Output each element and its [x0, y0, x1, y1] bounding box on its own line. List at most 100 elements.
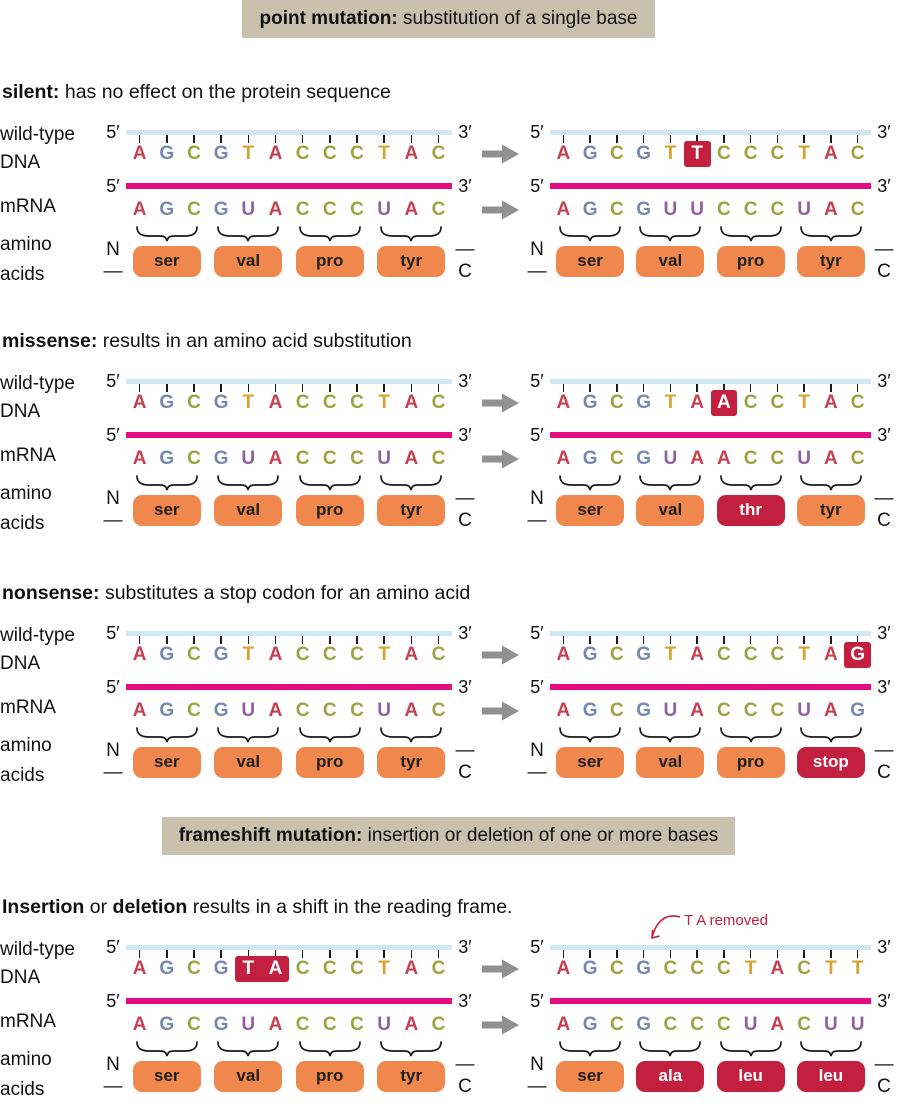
c-terminus-label: —C — [455, 740, 475, 783]
dna-base: T — [744, 958, 757, 979]
codon-brace-icon — [298, 726, 361, 744]
brace-slot — [630, 474, 710, 492]
amino-pill: ser — [556, 746, 625, 778]
amino-label-line1: amino — [0, 735, 52, 756]
strand-tick — [383, 134, 385, 143]
strand-tick — [642, 383, 645, 392]
mutant-amino-pill: ala — [636, 1060, 705, 1092]
strand-tick — [723, 383, 725, 392]
pill-slot: tyr — [371, 494, 453, 526]
dna-base: T — [242, 644, 255, 665]
mutation-highlight: A — [710, 390, 738, 416]
strand-tick — [589, 949, 591, 958]
amino-pill: ser — [556, 245, 625, 277]
codon-brace-icon — [135, 225, 198, 243]
three-prime-label: 3′ — [458, 936, 472, 957]
c-terminus-label: —C — [874, 1054, 894, 1097]
brace-slot — [126, 1040, 208, 1058]
strand-tick — [220, 383, 222, 392]
mrna-base: C — [850, 448, 865, 469]
mrna-strand — [550, 998, 871, 1004]
dna-strand-row: 5′ 3′ — [100, 622, 478, 644]
mrna-base: G — [159, 448, 175, 469]
brace-slot — [208, 726, 290, 744]
dna-base: G — [213, 644, 229, 665]
mrna-base: U — [241, 1014, 256, 1035]
dna-base: T — [664, 392, 677, 413]
wildtype-label: wild-type — [0, 939, 75, 960]
strand-tick — [776, 134, 779, 143]
five-prime-label: 5′ — [106, 622, 120, 643]
mrna-base: U — [241, 448, 256, 469]
wildtype-panel: 5′ 3′ A G C G T A C C C T A C 5′ 3′ A G C G U A C C C U A C N— ser val… — [100, 936, 478, 1098]
mutation-section-2: nonsense: substitutes a stop codon for a… — [0, 581, 897, 786]
dna-base: G — [213, 958, 229, 979]
codon-brace-icon — [217, 1040, 280, 1058]
mrna-base: A — [717, 448, 731, 469]
strand-tick — [329, 134, 331, 143]
strand-tick — [410, 383, 412, 392]
pill-slot: pro — [289, 1060, 371, 1092]
strand-tick — [301, 134, 304, 143]
dna-base: C — [717, 143, 731, 164]
dna-base: G — [636, 392, 652, 413]
banner-title-bold: point mutation: — [259, 8, 398, 29]
strand-tick — [301, 949, 304, 958]
banner-title-bold: frameshift mutation: — [178, 825, 363, 846]
brace-slot — [791, 1040, 871, 1058]
mrna-base: A — [690, 700, 704, 721]
brace-slot — [289, 1040, 371, 1058]
amino-pill: tyr — [796, 245, 865, 277]
dna-base: A — [690, 392, 704, 413]
five-prime-label: 5′ — [530, 622, 544, 643]
dna-base: C — [770, 143, 785, 164]
mrna-strand — [126, 183, 452, 189]
banner-title-rest: substitution of a single base — [397, 8, 638, 29]
codon-brace-icon — [639, 225, 702, 243]
strand-tick — [220, 949, 222, 958]
right-arrow-icon — [482, 143, 520, 170]
mrna-base: C — [717, 700, 731, 721]
amino-pill: tyr — [377, 245, 446, 277]
mrna-base: C — [295, 700, 310, 721]
codon-brace-icon — [217, 474, 280, 492]
strand-tick — [383, 635, 385, 644]
brace-slot — [550, 225, 630, 243]
five-prime-label: 5′ — [530, 175, 544, 196]
pill-slot: val — [208, 245, 290, 277]
brace-slot — [791, 726, 871, 744]
mrna-strand — [126, 432, 452, 438]
five-prime-label: 5′ — [530, 424, 544, 445]
pill-slot: pro — [711, 245, 791, 277]
brace-slot — [371, 1040, 453, 1058]
brace-slot — [711, 474, 791, 492]
amino-pill: tyr — [377, 1060, 446, 1092]
dna-base: T — [664, 143, 677, 164]
strand-tick — [696, 635, 698, 644]
pill-slot: pro — [711, 746, 791, 778]
removed-annotation-text: T A removed — [684, 912, 768, 929]
strand-tick — [356, 949, 358, 958]
mrna-base: C — [743, 700, 758, 721]
dna-base: T — [378, 958, 390, 979]
strand-tick — [669, 134, 672, 143]
dna-base: A — [690, 644, 704, 665]
amino-acid-row: N— ser val pro tyr —C — [100, 488, 478, 531]
three-prime-label: 3′ — [458, 370, 472, 391]
mrna-base: C — [350, 448, 364, 469]
dna-base: A — [132, 644, 147, 665]
section-title: Insertion or deletion results in a shift… — [2, 895, 897, 920]
strand-tick — [274, 635, 277, 644]
section-body: wild-type DNA mRNA amino acids 5′ 3′ A G C G T A C C C T… — [0, 370, 897, 535]
amino-pill: pro — [716, 245, 785, 277]
amino-label-line2: acids — [0, 1079, 45, 1100]
three-prime-label: 3′ — [877, 622, 891, 643]
pill-slot: stop — [791, 746, 871, 778]
strand-tick — [301, 383, 304, 392]
pill-slot: val — [208, 1060, 290, 1092]
mrna-base: A — [268, 1014, 283, 1035]
pill-slot: val — [208, 746, 290, 778]
section-title-segment: or — [84, 896, 113, 918]
